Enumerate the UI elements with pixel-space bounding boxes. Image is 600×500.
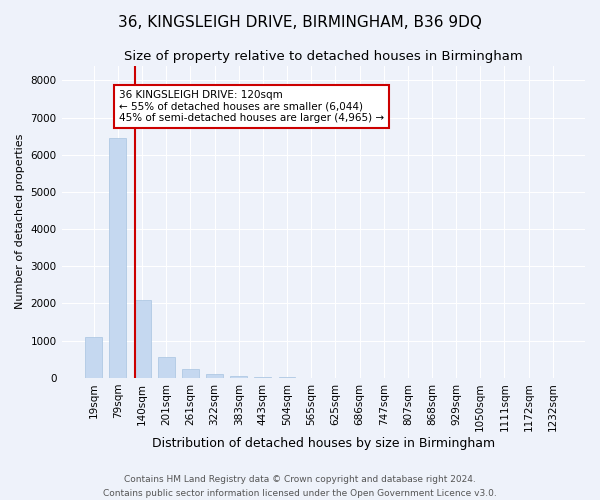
Text: Contains HM Land Registry data © Crown copyright and database right 2024.
Contai: Contains HM Land Registry data © Crown c…: [103, 476, 497, 498]
Bar: [134, 300, 151, 378]
Bar: [230, 376, 247, 378]
Y-axis label: Number of detached properties: Number of detached properties: [15, 134, 25, 310]
Bar: [206, 374, 223, 378]
Text: 36, KINGSLEIGH DRIVE, BIRMINGHAM, B36 9DQ: 36, KINGSLEIGH DRIVE, BIRMINGHAM, B36 9D…: [118, 15, 482, 30]
Title: Size of property relative to detached houses in Birmingham: Size of property relative to detached ho…: [124, 50, 523, 63]
Bar: [158, 358, 175, 378]
Text: 36 KINGSLEIGH DRIVE: 120sqm
← 55% of detached houses are smaller (6,044)
45% of : 36 KINGSLEIGH DRIVE: 120sqm ← 55% of det…: [119, 90, 384, 123]
Bar: [109, 138, 127, 378]
Bar: [85, 337, 102, 378]
X-axis label: Distribution of detached houses by size in Birmingham: Distribution of detached houses by size …: [152, 437, 495, 450]
Bar: [182, 370, 199, 378]
Bar: [254, 377, 271, 378]
